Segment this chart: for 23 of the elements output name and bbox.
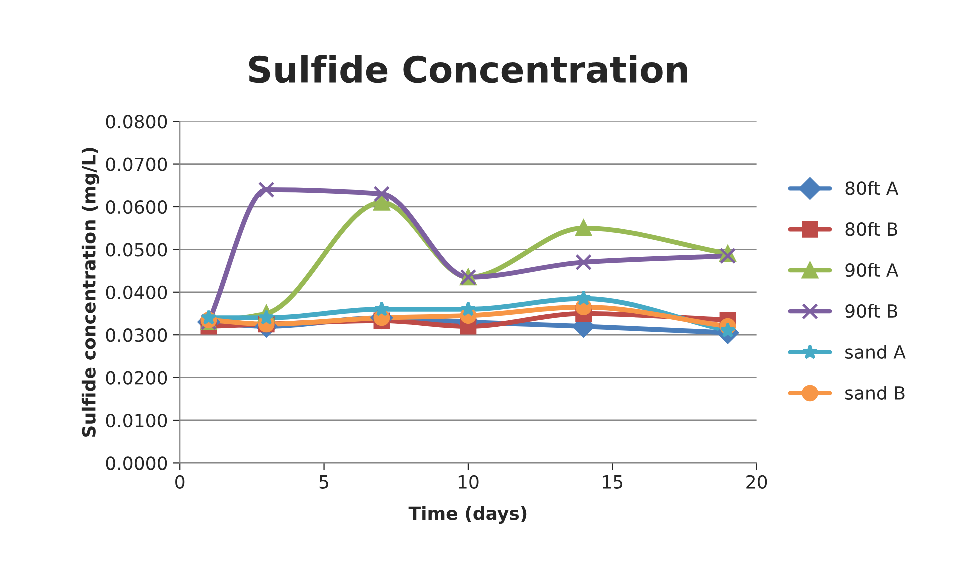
y-tick-label: 0.0700	[106, 158, 168, 172]
y-tick-label: 0.0600	[106, 200, 168, 214]
chart-title: Sulfide Concentration	[249, 55, 688, 84]
legend-label: sand B	[846, 386, 905, 400]
legend-label: sand A	[846, 345, 906, 360]
x-tick-label: 20	[746, 475, 768, 489]
y-tick-label: 0.0400	[106, 286, 168, 300]
x-tick-label: 5	[320, 476, 328, 489]
legend-label: 90ft A	[846, 263, 899, 278]
y-tick-label: 0.0000	[106, 456, 168, 470]
x-tick-label: 0	[176, 475, 185, 489]
y-tick-label: 0.0800	[106, 115, 168, 129]
y-tick-label: 0.0200	[106, 371, 168, 385]
x-axis-title: Time (days)	[408, 506, 527, 524]
legend-label: 80ft A	[846, 181, 899, 196]
y-tick-label: 0.0300	[106, 328, 168, 342]
x-tick-label: 15	[603, 476, 623, 489]
legend-label: 80ft B	[846, 222, 898, 236]
y-tick-label: 0.0500	[106, 243, 168, 257]
y-axis-title: Sulfide concentration (mg/L)	[82, 148, 100, 437]
y-tick-label: 0.0100	[106, 414, 168, 428]
legend-label: 90ft B	[846, 304, 898, 318]
x-tick-label: 10	[458, 475, 479, 489]
